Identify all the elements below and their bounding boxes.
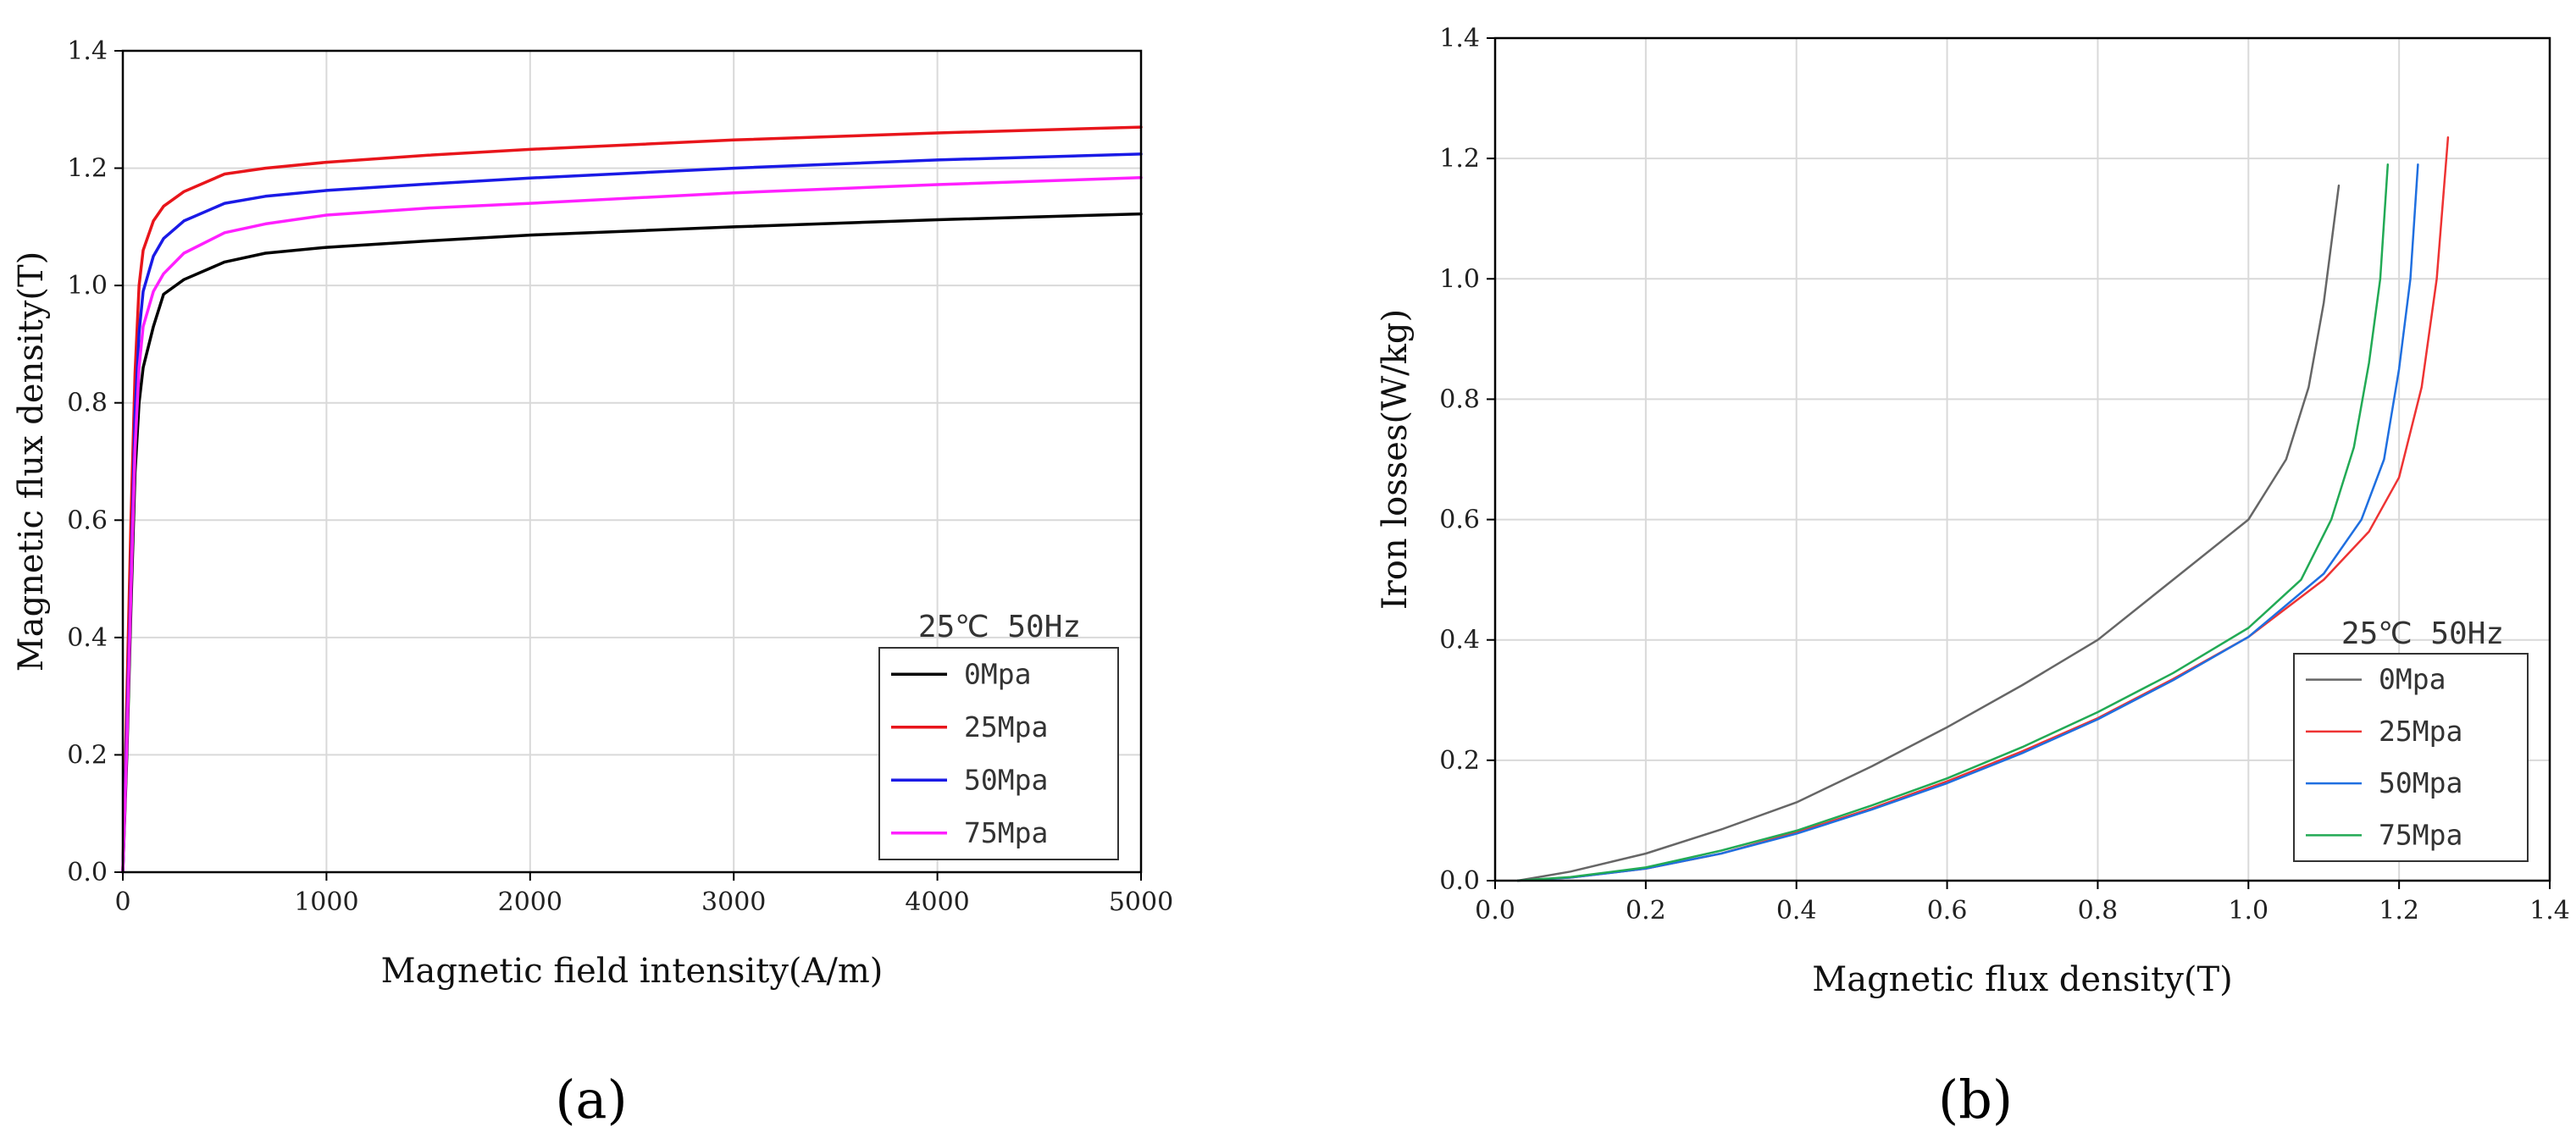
caption-a-text: (a) bbox=[555, 1069, 627, 1130]
x-axis-label: Magnetic field intensity(A/m) bbox=[381, 952, 884, 991]
legend-box bbox=[878, 647, 1119, 860]
y-tick-label: 0.2 bbox=[1439, 746, 1480, 776]
x-tick-label: 0.0 bbox=[1475, 896, 1515, 926]
chart-panel-b: 0.0 0.2 0.4 0.6 0.8 1.0 1.2 1.4 0.0 0.2 0.4 0.6 0.8 1… bbox=[1376, 24, 2570, 999]
x-tick-label: 5000 bbox=[1109, 887, 1173, 917]
y-tick-label: 0.8 bbox=[67, 389, 108, 418]
caption-a: (a) bbox=[555, 1069, 627, 1130]
legend-box bbox=[2293, 653, 2529, 862]
legend-label-25Mpa: 25Mpa bbox=[964, 710, 1048, 743]
legend-label-0Mpa: 0Mpa bbox=[964, 657, 1031, 690]
y-tick-label: 1.2 bbox=[67, 154, 108, 184]
x-tick-label: 0.4 bbox=[1776, 896, 1817, 926]
legend-label-0Mpa: 0Mpa bbox=[2379, 663, 2446, 696]
legend-label-75Mpa: 75Mpa bbox=[2379, 818, 2462, 851]
y-tick-label: 1.0 bbox=[67, 271, 108, 301]
caption-b-text: (b) bbox=[1938, 1069, 2013, 1130]
y-tick-label: 1.0 bbox=[1439, 264, 1480, 294]
series-line-50Mpa bbox=[1516, 163, 2419, 882]
y-tick-label: 0.6 bbox=[1439, 506, 1480, 535]
y-axis-label: Magnetic flux density(T) bbox=[12, 251, 51, 671]
x-tick-label: 0.8 bbox=[2078, 896, 2119, 926]
x-tick-label: 0.6 bbox=[1927, 896, 1968, 926]
y-tick-label: 0.4 bbox=[67, 623, 108, 653]
y-axis-label: Iron losses(W/kg) bbox=[1376, 309, 1415, 610]
series-line-75Mpa bbox=[121, 175, 1143, 874]
x-tick-label: 3000 bbox=[701, 887, 766, 917]
chart-panel-a: 0 1000 2000 3000 4000 5000 0.0 0.2 0.4 0.6 0.8 1.0 1… bbox=[12, 36, 1173, 991]
legend-label-25Mpa: 25Mpa bbox=[2379, 715, 2462, 748]
x-tick-label: 2000 bbox=[498, 887, 562, 917]
legend-label-75Mpa: 75Mpa bbox=[964, 816, 1048, 849]
y-tick-label: 0.0 bbox=[1439, 866, 1480, 896]
x-axis-label: Magnetic flux density(T) bbox=[1812, 960, 2232, 999]
x-tick-label: 0 bbox=[114, 887, 130, 917]
x-tick-label: 1.0 bbox=[2228, 896, 2269, 926]
plot-frame bbox=[121, 49, 1143, 874]
y-tick-label: 0.4 bbox=[1439, 626, 1480, 655]
x-tick-label: 1.2 bbox=[2379, 896, 2419, 926]
x-tick-label: 0.2 bbox=[1626, 896, 1666, 926]
caption-b: (b) bbox=[1938, 1069, 2013, 1130]
legend-label-50Mpa: 50Mpa bbox=[2379, 766, 2462, 799]
y-tick-label: 1.4 bbox=[67, 36, 108, 66]
x-tick-label: 1000 bbox=[294, 887, 358, 917]
series-line-75Mpa bbox=[1516, 163, 2390, 882]
y-tick-label: 0.6 bbox=[67, 506, 108, 535]
legend-title: 25℃ 50Hz bbox=[918, 610, 1081, 644]
y-tick-label: 0.8 bbox=[1439, 384, 1480, 414]
y-tick-label: 1.4 bbox=[1439, 24, 1480, 53]
series-line-0Mpa bbox=[1516, 184, 2341, 882]
x-tick-label: 4000 bbox=[905, 887, 969, 917]
y-tick-label: 0.2 bbox=[67, 740, 108, 770]
x-tick-label: 1.4 bbox=[2529, 896, 2570, 926]
y-tick-label: 0.0 bbox=[67, 858, 108, 887]
plot-frame bbox=[1493, 36, 2551, 882]
legend-title: 25℃ 50Hz bbox=[2341, 616, 2504, 651]
y-tick-label: 1.2 bbox=[1439, 144, 1480, 174]
legend-label-50Mpa: 50Mpa bbox=[964, 763, 1048, 796]
